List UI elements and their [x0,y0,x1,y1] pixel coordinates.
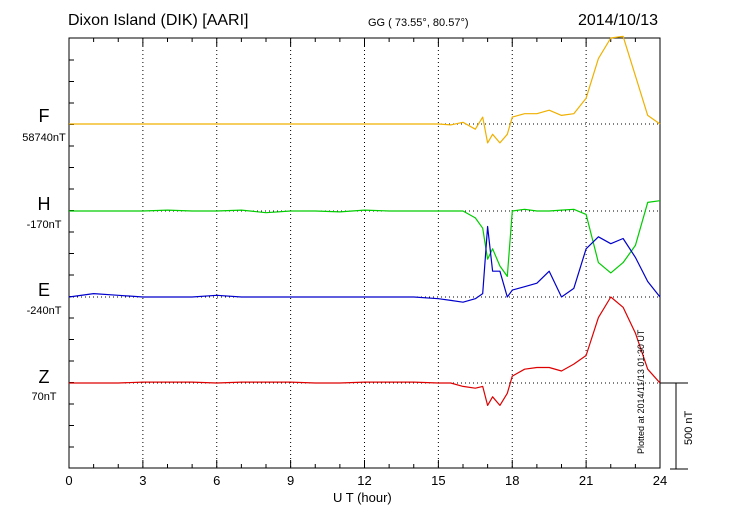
x-tick-label: 3 [139,473,146,488]
geographic-coords: GG ( 73.55°, 80.57°) [368,17,469,29]
x-tick-label: 9 [287,473,294,488]
series-line-f [69,35,661,144]
chart-date: 2014/10/13 [578,12,659,29]
x-tick-label: 0 [65,473,72,488]
series-label-z: Z [38,367,50,387]
baseline-label-z: 70nT [31,391,57,403]
scale-bar-label: 500 nT [683,410,695,445]
x-axis-label: U T (hour) [333,490,392,505]
baseline-label-e: -240nT [26,305,62,317]
x-tick-label: 24 [653,473,667,488]
x-tick-label: 6 [213,473,220,488]
x-tick-label: 18 [505,473,519,488]
series-line-z [69,296,661,406]
baseline-label-h: -170nT [26,219,62,231]
series-label-e: E [37,280,50,300]
station-title: Dixon Island (DIK) [AARI] [68,12,249,29]
x-tick-label: 15 [431,473,445,488]
series-line-e [68,225,661,303]
series-label-f: F [38,106,50,126]
plotted-timestamp: Plotted at 2014/11/13 01:30 UT [636,329,646,454]
series-line-h [69,200,661,277]
baseline-label-f: 58740nT [22,132,66,144]
x-tick-label: 21 [579,473,593,488]
x-tick-label: 12 [357,473,371,488]
series-label-h: H [37,194,51,214]
